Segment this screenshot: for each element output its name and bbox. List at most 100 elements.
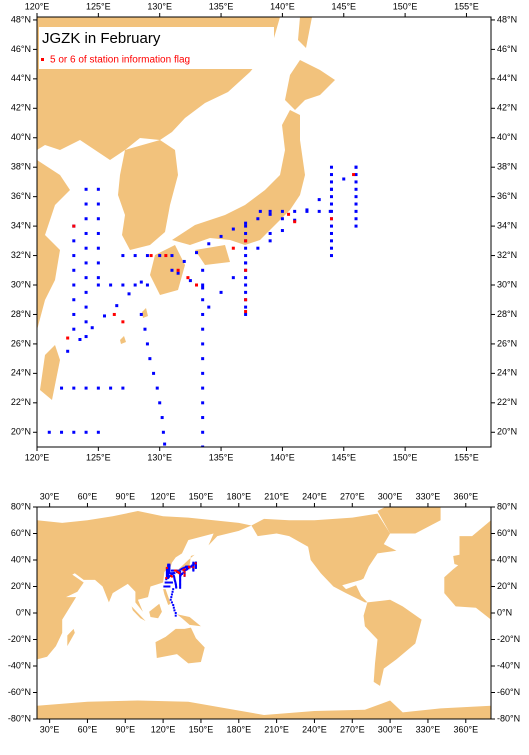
station — [165, 569, 168, 572]
station — [207, 305, 211, 309]
station — [179, 586, 182, 589]
station — [184, 568, 187, 571]
station — [170, 268, 174, 272]
station — [329, 224, 333, 228]
land — [40, 345, 60, 400]
station — [186, 276, 190, 280]
station — [354, 209, 358, 213]
station — [317, 198, 321, 202]
x-tick-label: 130°E — [147, 452, 172, 462]
station — [143, 327, 147, 331]
station — [188, 566, 191, 569]
x-tick-label: 240°E — [302, 724, 327, 734]
y-tick-label: 48°N — [11, 14, 31, 24]
station — [173, 609, 176, 612]
y-tick-label: 46°N — [497, 44, 517, 54]
station — [182, 571, 185, 574]
station — [201, 327, 205, 331]
station — [195, 283, 199, 287]
station — [231, 246, 235, 250]
land — [285, 60, 335, 110]
station — [172, 604, 175, 607]
station — [178, 572, 181, 575]
station — [168, 568, 171, 571]
station — [231, 276, 235, 280]
station — [149, 254, 153, 258]
land — [131, 606, 146, 621]
station — [183, 570, 186, 573]
station — [84, 305, 88, 309]
station — [166, 577, 169, 580]
station — [174, 582, 177, 585]
station — [201, 401, 205, 405]
station — [60, 386, 64, 390]
x-tick-label: 125°E — [86, 452, 111, 462]
x-tick-label: 30°E — [40, 724, 60, 734]
station — [84, 187, 88, 191]
station — [168, 566, 171, 569]
station — [219, 234, 223, 238]
station — [201, 416, 205, 420]
station — [96, 231, 100, 235]
y-tick-label: -60°N — [497, 687, 520, 697]
y-tick-label: 32°N — [497, 250, 517, 260]
y-tick-label: 28°N — [497, 309, 517, 319]
x-tick-label: 330°E — [416, 491, 441, 501]
station — [179, 582, 182, 585]
y-tick-label: 20°N — [11, 581, 31, 591]
station — [182, 567, 185, 570]
land — [163, 589, 171, 605]
station — [354, 165, 358, 169]
station — [244, 298, 248, 302]
station — [148, 357, 152, 361]
station — [179, 568, 182, 571]
station — [191, 564, 194, 567]
station — [192, 566, 195, 569]
x-tick-label: 60°E — [78, 491, 98, 501]
y-tick-label: 22°N — [11, 397, 31, 407]
station — [121, 607, 124, 610]
land — [177, 614, 201, 627]
y-tick-label: -80°N — [8, 713, 31, 723]
x-tick-label: 150°E — [393, 1, 418, 11]
station — [329, 165, 333, 169]
station — [244, 312, 248, 316]
station — [72, 283, 76, 287]
station — [72, 268, 76, 272]
station — [168, 585, 171, 588]
station — [84, 335, 88, 339]
x-tick-label: 150°E — [189, 724, 214, 734]
station — [201, 268, 205, 272]
y-tick-label: 20°N — [497, 581, 517, 591]
station — [256, 246, 260, 250]
station — [181, 567, 184, 570]
station — [84, 290, 88, 294]
station — [96, 283, 100, 287]
station — [167, 568, 170, 571]
y-tick-label: 34°N — [497, 220, 517, 230]
station — [173, 577, 176, 580]
station — [328, 209, 332, 213]
station — [167, 570, 170, 573]
x-tick-label: 140°E — [270, 1, 295, 11]
station — [329, 217, 333, 221]
station — [192, 569, 195, 572]
x-tick-label: 360°E — [453, 491, 478, 501]
station — [127, 292, 131, 296]
station — [170, 596, 173, 599]
station — [173, 578, 176, 581]
station — [354, 202, 358, 206]
y-tick-label: 24°N — [497, 368, 517, 378]
station — [354, 180, 358, 184]
station — [244, 261, 248, 265]
legend-label: 5 or 6 of station information flag — [50, 55, 190, 66]
regional-stations — [47, 165, 358, 610]
station — [96, 386, 100, 390]
station — [172, 569, 175, 572]
y-tick-label: 20°N — [497, 427, 517, 437]
station — [96, 187, 100, 191]
station — [165, 578, 168, 581]
x-tick-label: 120°E — [151, 724, 176, 734]
station — [90, 326, 94, 330]
station — [84, 217, 88, 221]
